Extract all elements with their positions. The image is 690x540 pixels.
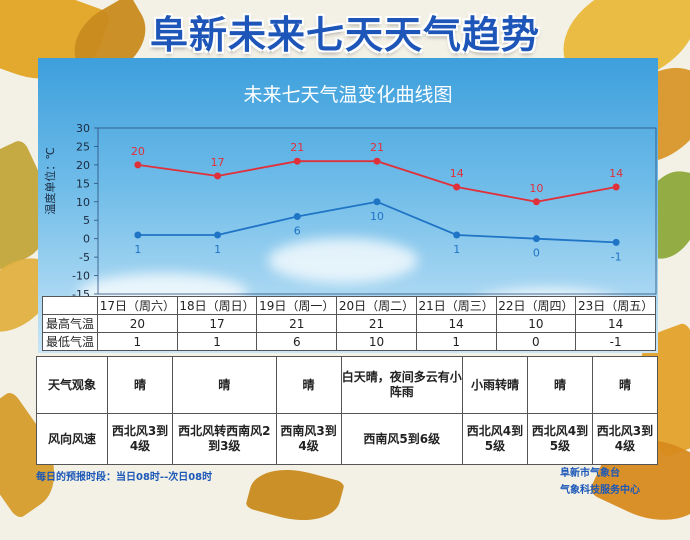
y-tick-label: -10 — [72, 270, 90, 283]
weather-row-label: 天气观象 — [36, 356, 108, 414]
low-temp-point — [293, 213, 301, 221]
high-temp-point — [453, 183, 461, 191]
y-tick-label: -5 — [79, 251, 90, 264]
date-cell: 22日（周四） — [495, 296, 577, 315]
high-temp-data-label: 17 — [211, 156, 225, 169]
high-temp-data-label: 21 — [290, 141, 304, 154]
date-cell: 23日（周五） — [575, 296, 656, 315]
date-cell: 18日（周日） — [176, 296, 258, 315]
wind-cell: 西北风4到5级 — [461, 413, 528, 465]
low-temp-cell: -1 — [575, 332, 656, 351]
plot-area-frame — [97, 127, 657, 295]
wind-cell: 西北风3到4级 — [107, 413, 173, 465]
low-temp-data-label: 10 — [370, 210, 384, 223]
wind-row-label: 风向风速 — [36, 413, 108, 465]
y-tick-label: 25 — [76, 140, 90, 153]
high-temp-cell: 14 — [575, 314, 656, 333]
chart-title: 未来七天气温变化曲线图 — [243, 84, 453, 106]
weather-cell: 晴 — [107, 356, 173, 414]
high-temp-point — [214, 172, 222, 180]
temperature-table: 17日（周六） 18日（周日） 19日（周一） 20日（周二） 21日（周三） … — [42, 296, 656, 351]
high-temp-cell: 17 — [176, 314, 258, 333]
high-temp-cell: 14 — [415, 314, 497, 333]
high-temp-point — [373, 157, 381, 165]
low-temp-data-label: 0 — [533, 247, 540, 260]
wind-row: 风向风速 西北风3到4级 西北风转西南风2到3级 西南风3到4级 西南风5到6级… — [36, 413, 659, 465]
low-temp-cell: 1 — [415, 332, 497, 351]
low-temp-cell: 1 — [176, 332, 258, 351]
date-cell: 21日（周三） — [415, 296, 497, 315]
y-tick-label: 30 — [76, 122, 90, 135]
high-temp-cell: 10 — [495, 314, 577, 333]
high-temp-point — [612, 183, 620, 191]
low-temp-data-label: -1 — [611, 250, 622, 263]
high-temp-point — [293, 157, 301, 165]
high-temp-row: 最高气温 20 17 21 21 14 10 14 — [42, 314, 656, 333]
low-temp-row: 最低气温 1 1 6 10 1 0 -1 — [42, 332, 656, 351]
high-temp-row-label: 最高气温 — [42, 314, 98, 333]
low-temp-data-label: 1 — [214, 243, 221, 256]
low-temp-data-label: 1 — [453, 243, 460, 256]
high-temp-point — [134, 161, 142, 169]
weather-cell: 晴 — [591, 356, 659, 414]
banner-title: 阜新未来七天天气趋势 — [149, 13, 540, 57]
weather-row: 天气观象 晴 晴 晴 白天晴，夜间多云有小阵雨 小雨转晴 晴 晴 — [36, 356, 659, 414]
low-temp-data-label: 6 — [294, 225, 301, 238]
high-temp-cell: 21 — [256, 314, 338, 333]
date-row: 17日（周六） 18日（周日） 19日（周一） 20日（周二） 21日（周三） … — [42, 296, 656, 315]
high-temp-data-label: 14 — [609, 167, 623, 180]
weather-wind-table: 天气观象 晴 晴 晴 白天晴，夜间多云有小阵雨 小雨转晴 晴 晴 风向风速 西北… — [36, 356, 659, 465]
high-temp-data-label: 10 — [529, 182, 543, 195]
low-temp-point — [532, 235, 540, 243]
date-cell: 17日（周六） — [97, 296, 178, 315]
low-temp-point — [214, 231, 222, 239]
high-temp-cell: 21 — [336, 314, 417, 333]
low-temp-point — [373, 198, 381, 206]
low-temp-data-label: 1 — [134, 243, 141, 256]
high-temp-data-label: 14 — [450, 167, 464, 180]
wind-cell: 西北风转西南风2到3级 — [171, 413, 277, 465]
wind-cell: 西南风5到6级 — [340, 413, 463, 465]
high-temp-data-label: 21 — [370, 141, 384, 154]
weather-cell: 小雨转晴 — [461, 356, 528, 414]
date-cell: 20日（周二） — [336, 296, 417, 315]
low-temp-row-label: 最低气温 — [42, 332, 98, 351]
y-tick-label: 0 — [83, 233, 90, 246]
org-name-observatory: 阜新市气象台 — [560, 468, 620, 479]
wind-cell: 西北风4到5级 — [526, 413, 593, 465]
low-temp-cell: 0 — [495, 332, 577, 351]
low-temp-point — [612, 238, 620, 246]
low-temp-cell: 10 — [336, 332, 417, 351]
y-tick-label: 10 — [76, 196, 90, 209]
y-tick-label: 15 — [76, 177, 90, 190]
org-name-service-center: 气象科技服务中心 — [560, 485, 640, 496]
y-tick-label: -15 — [72, 288, 90, 298]
high-temp-cell: 20 — [97, 314, 178, 333]
low-temp-point — [453, 231, 461, 239]
high-temp-point — [532, 198, 540, 206]
weather-cell: 晴 — [275, 356, 342, 414]
date-cell: 19日（周一） — [256, 296, 338, 315]
weather-cell: 白天晴，夜间多云有小阵雨 — [340, 356, 463, 414]
forecast-period-note: 每日的预报时段：当日08时--次日08时 — [36, 472, 213, 483]
low-temp-cell: 6 — [256, 332, 338, 351]
high-temp-data-label: 20 — [131, 145, 145, 158]
low-temp-point — [134, 231, 142, 239]
weather-cell: 晴 — [526, 356, 593, 414]
y-tick-label: 20 — [76, 159, 90, 172]
wind-cell: 西南风3到4级 — [275, 413, 342, 465]
weather-cell: 晴 — [171, 356, 277, 414]
y-axis-title: 温度单位：℃ — [43, 147, 57, 214]
low-temp-cell: 1 — [97, 332, 178, 351]
wind-cell: 西北风3到4级 — [591, 413, 659, 465]
date-row-head — [42, 296, 98, 315]
y-tick-label: 5 — [83, 214, 90, 227]
